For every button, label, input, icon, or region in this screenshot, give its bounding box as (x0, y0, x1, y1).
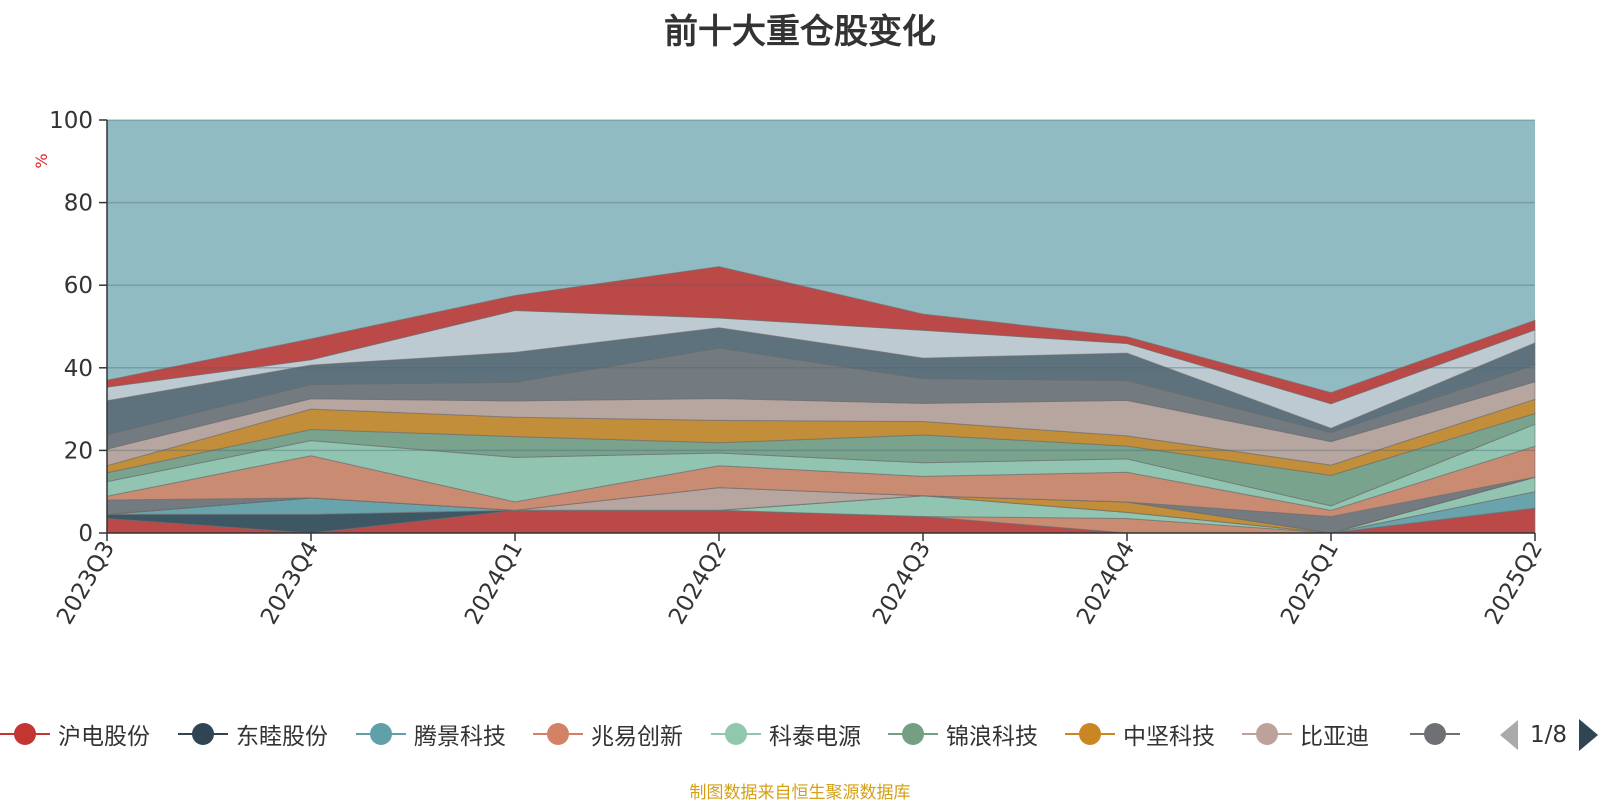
y-tick-label: 20 (64, 438, 93, 464)
legend-item[interactable]: 东睦股份 (178, 712, 328, 756)
x-tick-label: 2024Q2 (664, 537, 732, 629)
x-tick-label: 2025Q2 (1480, 537, 1548, 629)
legend-marker-dot (1079, 723, 1101, 745)
area-holding-17[interactable] (106, 266, 1536, 405)
legend-marker (178, 712, 228, 756)
legend-label: 东睦股份 (236, 724, 328, 750)
legend-label: 比亚迪 (1300, 724, 1369, 750)
legend-item[interactable]: 锦浪科技 (888, 712, 1038, 756)
legend-item[interactable]: 沪电股份 (0, 712, 150, 756)
legend-page-indicator: 1/8 (1530, 722, 1568, 748)
x-tick-label: 2024Q1 (460, 537, 528, 629)
x-tick-label: 2023Q4 (256, 537, 324, 629)
legend-label: 兆易创新 (591, 724, 683, 750)
x-tick-label: 2023Q3 (52, 537, 120, 629)
y-tick-label: 40 (64, 356, 93, 382)
legend-marker (711, 712, 761, 756)
gridlines (107, 119, 1535, 452)
legend-marker-dot (370, 723, 392, 745)
legend-item[interactable]: 兆易创新 (533, 712, 683, 756)
y-axis-label: % (32, 153, 51, 168)
area-layers (106, 266, 1536, 534)
stacked-area-chart: 0 20 40 60 80 100 2023Q3 2023Q4 2024Q1 2024Q2 2024… (32, 108, 1548, 629)
legend-items: 沪电股份 东睦股份 腾景科技 兆易创新 科泰电源 锦浪科技 中坚科技 比亚迪 百利电气 (0, 712, 1465, 756)
legend-item[interactable]: 科泰电源 (711, 712, 861, 756)
legend-marker (0, 712, 50, 756)
legend-marker-dot (725, 723, 747, 745)
legend-marker (888, 712, 938, 756)
legend-marker (1410, 712, 1460, 756)
x-tick-label: 2025Q1 (1276, 537, 1344, 629)
legend-prev-page-button[interactable] (1500, 720, 1518, 750)
legend-label: 腾景科技 (414, 724, 506, 750)
y-tick-label: 0 (78, 521, 93, 547)
legend-marker (356, 712, 406, 756)
legend-marker (1065, 712, 1115, 756)
legend-label: 中坚科技 (1123, 724, 1215, 750)
x-tick-label: 2024Q4 (1072, 537, 1140, 629)
legend-item[interactable]: 腾景科技 (356, 712, 506, 756)
legend: 沪电股份 东睦股份 腾景科技 兆易创新 科泰电源 锦浪科技 中坚科技 比亚迪 百利电气 (0, 712, 1600, 756)
legend-label: 锦浪科技 (946, 724, 1038, 750)
legend-next-page-button[interactable] (1579, 719, 1599, 751)
legend-pager: 1/8 (1500, 719, 1599, 751)
legend-marker (533, 712, 583, 756)
legend-marker-dot (1256, 723, 1278, 745)
legend-marker-dot (1424, 723, 1446, 745)
legend-marker-dot (14, 723, 36, 745)
legend-label: 科泰电源 (769, 724, 861, 750)
legend-label: 沪电股份 (58, 724, 150, 750)
y-tick-label: 100 (49, 108, 93, 134)
source-note: 制图数据来自恒生聚源数据库 (689, 783, 911, 803)
legend-item[interactable]: 百利电气 (1410, 712, 1465, 756)
legend-marker (1242, 712, 1292, 756)
y-tick-label: 60 (64, 273, 93, 299)
chart-title: 前十大重仓股变化 (664, 12, 936, 52)
legend-marker-dot (902, 723, 924, 745)
legend-marker-dot (547, 723, 569, 745)
legend-marker-dot (192, 723, 214, 745)
y-tick-label: 80 (64, 191, 93, 217)
legend-item[interactable]: 中坚科技 (1065, 712, 1215, 756)
x-tick-label: 2024Q3 (868, 537, 936, 629)
legend-item[interactable]: 比亚迪 (1242, 712, 1369, 756)
